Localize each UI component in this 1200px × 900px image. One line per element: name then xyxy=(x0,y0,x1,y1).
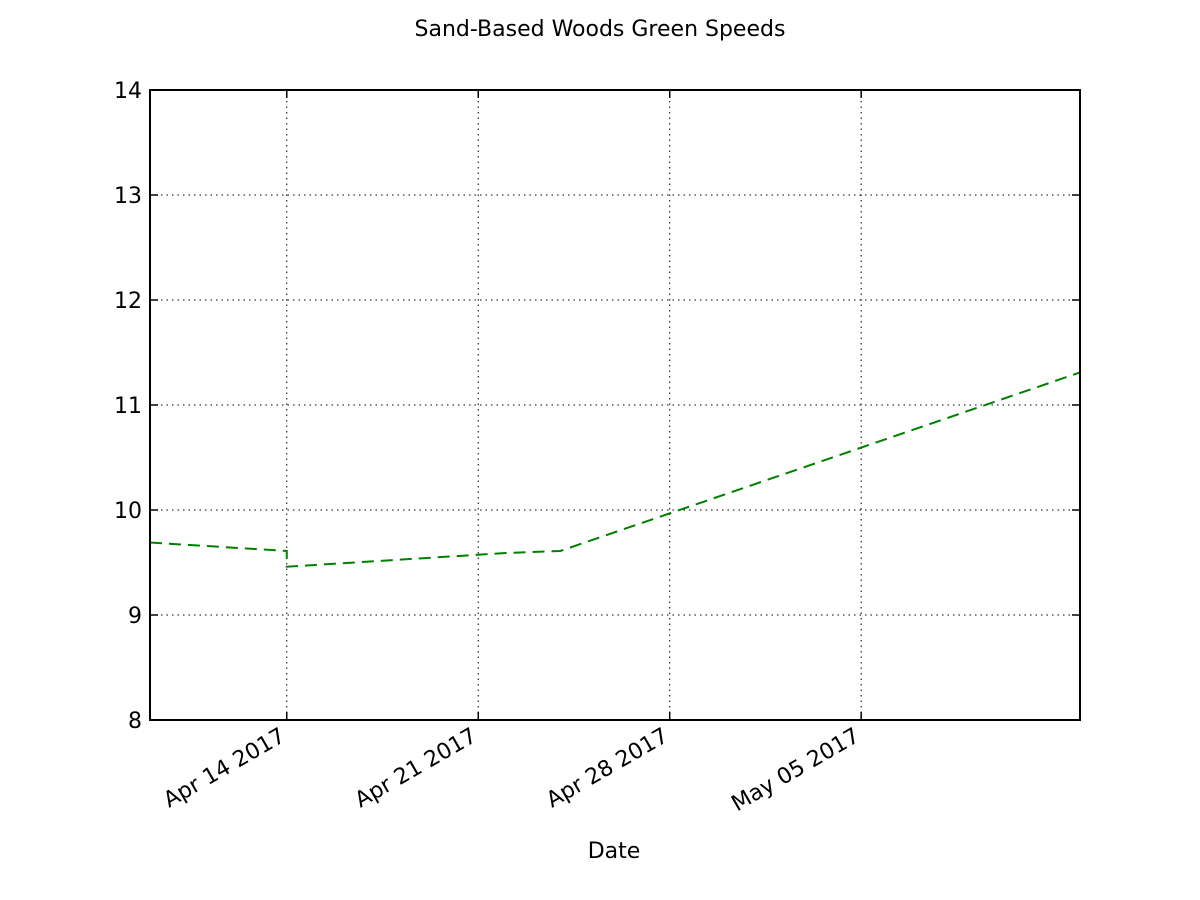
chart-title: Sand-Based Woods Green Speeds xyxy=(415,17,786,42)
y-tick-label: 12 xyxy=(114,289,142,314)
axis-ticks xyxy=(150,89,1080,721)
plot-area-frame xyxy=(149,89,1081,721)
x-axis-label: Date xyxy=(588,839,641,864)
y-tick-label: 9 xyxy=(128,604,142,629)
series-line xyxy=(149,371,1081,568)
x-tick-label: May 05 2017 xyxy=(727,724,864,817)
grid-lines xyxy=(150,90,1080,720)
y-tick-label: 8 xyxy=(128,709,142,734)
x-tick-label: Apr 21 2017 xyxy=(351,724,481,814)
x-tick-label: Apr 28 2017 xyxy=(542,724,672,814)
x-axis-tick-labels: Apr 14 2017 Apr 21 2017 Apr 28 2017 May 05 … xyxy=(159,724,864,817)
series-layer xyxy=(149,371,1081,568)
x-tick-label: Apr 14 2017 xyxy=(159,724,289,814)
y-axis-tick-labels: 8 9 10 11 12 13 14 xyxy=(114,79,142,734)
y-tick-label: 11 xyxy=(114,394,142,419)
y-tick-label: 14 xyxy=(114,79,142,104)
y-tick-label: 10 xyxy=(114,499,142,524)
y-tick-label: 13 xyxy=(114,184,142,209)
